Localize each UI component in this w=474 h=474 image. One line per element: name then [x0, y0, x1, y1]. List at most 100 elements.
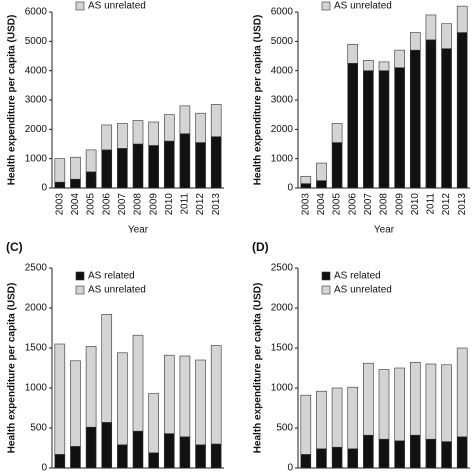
- y-tick-label: 2500: [25, 263, 48, 274]
- bar-segment: [195, 359, 206, 446]
- x-tick-label: 2003: [300, 193, 311, 216]
- legend-label: AS related: [334, 271, 381, 282]
- panel-label: (D): [252, 240, 269, 254]
- x-tick-label: 2005: [332, 193, 343, 216]
- bar-segment: [394, 440, 405, 469]
- bar-segment: [300, 454, 312, 469]
- bar-segment: [300, 394, 312, 455]
- y-tick-label: 2000: [271, 124, 294, 135]
- bar-segment: [347, 63, 359, 189]
- x-tick-label: 2013: [457, 193, 468, 216]
- y-tick-label: 1000: [25, 383, 48, 394]
- bar-segment: [195, 444, 206, 469]
- bar-segment: [316, 180, 327, 189]
- legend-swatch: [321, 271, 331, 281]
- x-tick-label: 2007: [117, 193, 128, 216]
- x-tick-label: 2009: [394, 193, 405, 216]
- y-tick-label: 1000: [271, 383, 294, 394]
- x-tick-label: 2010: [410, 193, 421, 216]
- legend-label: AS unrelated: [88, 1, 146, 12]
- bar-segment: [347, 43, 359, 64]
- bar-segment: [148, 121, 159, 146]
- legend-swatch: [321, 285, 331, 295]
- bar-segment: [316, 448, 327, 469]
- legend-label: AS unrelated: [334, 285, 392, 296]
- bar-segment: [148, 145, 159, 189]
- bar-segment: [425, 363, 437, 440]
- x-tick-label: 2005: [86, 193, 97, 216]
- bar-segment: [347, 448, 359, 469]
- bar-segment: [70, 360, 81, 447]
- bar-segment: [132, 334, 144, 432]
- bar-segment: [331, 446, 343, 469]
- bar-segment: [132, 143, 144, 189]
- y-tick-label: 5000: [271, 36, 294, 47]
- bar-segment: [210, 104, 222, 137]
- y-tick-label: 1500: [25, 343, 48, 354]
- bar-segment: [85, 171, 97, 189]
- bar-segment: [117, 148, 128, 189]
- bar-segment: [179, 355, 191, 438]
- bar-segment: [54, 181, 66, 189]
- legend-swatch: [321, 1, 331, 11]
- bar-segment: [441, 441, 452, 469]
- x-tick-label: 2008: [133, 193, 144, 216]
- y-tick-label: 3000: [271, 95, 294, 106]
- x-tick-label: 2012: [441, 193, 452, 216]
- bar-segment: [331, 387, 343, 448]
- bar-segment: [210, 136, 222, 189]
- y-tick-label: 0: [41, 463, 47, 474]
- bar-segment: [394, 67, 405, 189]
- x-axis-label: Year: [374, 225, 395, 236]
- bar-segment: [163, 354, 175, 434]
- bar-segment: [148, 452, 159, 469]
- bar-segment: [363, 434, 374, 469]
- panel-label: (C): [6, 240, 23, 254]
- bar-segment: [456, 5, 468, 33]
- bar-segment: [316, 162, 327, 181]
- bar-segment: [456, 436, 468, 469]
- y-tick-label: 2000: [271, 303, 294, 314]
- y-tick-label: 500: [30, 423, 47, 434]
- bar-segment: [195, 112, 206, 143]
- bar-segment: [163, 114, 175, 142]
- bar-segment: [117, 123, 128, 149]
- bar-segment: [101, 422, 113, 469]
- bar-segment: [85, 346, 97, 428]
- bar-segment: [425, 39, 437, 189]
- x-tick-label: 2012: [195, 193, 206, 216]
- bar-segment: [179, 105, 191, 135]
- bar-segment: [210, 443, 222, 469]
- x-tick-label: 2006: [347, 193, 358, 216]
- bar-segment: [409, 362, 421, 436]
- y-axis-label: Health expenditure per capita (USD): [253, 15, 264, 186]
- bar-segment: [132, 430, 144, 469]
- bar-segment: [132, 120, 144, 145]
- bar-segment: [363, 362, 374, 436]
- bar-segment: [409, 434, 421, 469]
- bar-segment: [456, 347, 468, 438]
- y-axis-label: Health expenditure per capita (USD): [253, 283, 264, 454]
- bar-segment: [195, 142, 206, 189]
- bar-segment: [363, 70, 374, 189]
- bar-segment: [456, 32, 468, 189]
- bar-segment: [163, 140, 175, 189]
- x-tick-label: 2007: [363, 193, 374, 216]
- legend-swatch: [75, 285, 85, 295]
- legend-swatch: [75, 1, 85, 11]
- bar-segment: [54, 158, 66, 183]
- bar-segment: [179, 436, 191, 469]
- y-tick-label: 1500: [271, 343, 294, 354]
- y-tick-label: 4000: [271, 65, 294, 76]
- bar-segment: [179, 133, 191, 189]
- y-tick-label: 1000: [25, 153, 48, 164]
- bar-segment: [394, 49, 405, 69]
- bar-segment: [378, 61, 390, 71]
- bar-segment: [378, 70, 390, 189]
- bar-segment: [378, 369, 390, 440]
- bar-segment: [70, 156, 81, 180]
- y-tick-label: 0: [41, 183, 47, 194]
- bar-segment: [148, 393, 159, 454]
- bar-segment: [85, 149, 97, 173]
